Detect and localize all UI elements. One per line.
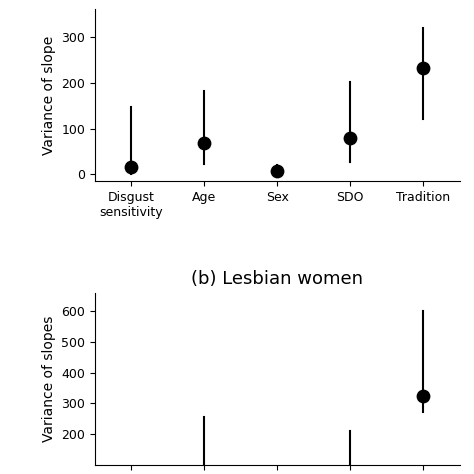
- Point: [419, 392, 427, 399]
- Title: (b) Lesbian women: (b) Lesbian women: [191, 271, 363, 289]
- Point: [128, 164, 135, 171]
- Y-axis label: Variance of slope: Variance of slope: [42, 36, 55, 155]
- Point: [346, 134, 354, 141]
- Point: [419, 64, 427, 72]
- Point: [201, 139, 208, 147]
- Point: [273, 167, 281, 174]
- Y-axis label: Variance of slopes: Variance of slopes: [42, 316, 55, 442]
